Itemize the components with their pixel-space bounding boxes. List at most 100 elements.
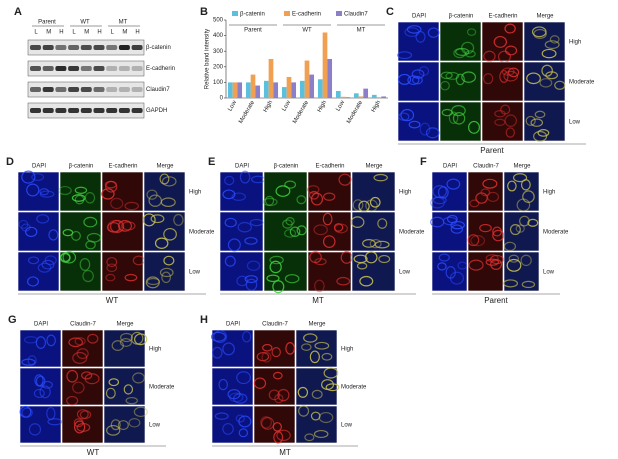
cell-stain	[515, 224, 525, 233]
x-tick-label: High	[371, 100, 382, 114]
cell-stain	[505, 127, 515, 138]
cell-stain	[469, 199, 480, 208]
cell-stain	[530, 118, 544, 127]
blot-group: Parent	[38, 20, 56, 26]
cell-stain	[62, 228, 74, 237]
cell-stain	[48, 229, 59, 241]
cell-stain	[214, 412, 229, 420]
cell-stain	[445, 71, 460, 80]
cell-stain	[461, 71, 477, 83]
cell-stain	[397, 73, 412, 85]
cell-stain	[18, 219, 29, 229]
cell-stain	[133, 333, 148, 346]
cell-stain	[378, 254, 391, 264]
row-label: Low	[149, 423, 161, 429]
cell-stain	[503, 279, 519, 288]
micrograph-cell	[397, 61, 440, 102]
blot-band	[30, 45, 41, 50]
cell-stain	[238, 415, 252, 428]
cell-stain	[310, 192, 324, 206]
cell-stain	[46, 334, 56, 347]
cell-stain	[47, 418, 63, 426]
cell-stain	[71, 194, 86, 202]
cell-stain	[534, 110, 546, 119]
cell-stain	[31, 173, 45, 182]
cell-stain	[373, 173, 388, 182]
cell-stain	[483, 50, 496, 62]
cell-stain	[322, 235, 336, 249]
micrograph-cell	[439, 21, 482, 62]
group-label: MT	[357, 28, 366, 34]
cell-stain	[296, 225, 307, 236]
legend-swatch	[232, 11, 238, 16]
panel-label: G	[8, 314, 17, 326]
cell-stain	[313, 429, 329, 439]
cell-stain	[236, 371, 251, 385]
group-label: Parent	[244, 28, 262, 34]
cell-stain	[79, 257, 91, 271]
cell-stain	[271, 347, 281, 358]
blot-band	[80, 108, 92, 113]
cell-stain	[117, 420, 129, 431]
column-header: Claudin-7	[70, 322, 96, 328]
blot-band	[131, 87, 143, 92]
cell-stain	[468, 259, 484, 271]
cell-stain	[253, 377, 267, 389]
cell-stain	[76, 348, 89, 360]
row-label: High	[189, 190, 201, 196]
micrograph-cell	[263, 211, 308, 252]
blot-band	[55, 87, 67, 92]
cell-stain	[468, 120, 480, 134]
cell-stain	[446, 214, 458, 224]
cell-stain	[108, 378, 120, 387]
legend-swatch	[284, 11, 290, 16]
row-label: Moderate	[189, 230, 215, 236]
cell-stain	[507, 67, 520, 78]
y-tick-label: 500	[213, 18, 224, 24]
micrograph-cell	[253, 329, 296, 368]
cell-stain	[369, 196, 381, 208]
blot-band	[30, 87, 41, 92]
bar	[263, 80, 269, 98]
cell-stain	[432, 184, 448, 199]
cell-stain	[526, 72, 541, 85]
cell-stain	[537, 129, 550, 137]
column-header: β-catenin	[69, 164, 94, 170]
cell-stain	[464, 50, 476, 58]
panel-label: H	[200, 314, 208, 326]
micrograph-cell	[503, 211, 540, 252]
cell-stain	[27, 276, 39, 287]
lane-label: L	[34, 30, 38, 36]
micrograph-cell	[17, 251, 60, 292]
bar	[255, 85, 261, 98]
blot-band	[131, 108, 143, 113]
cell-stain	[325, 383, 340, 392]
cell-stain	[494, 118, 506, 126]
cell-stain	[244, 275, 258, 284]
cell-stain	[27, 256, 40, 265]
legend-label: Claudin7	[344, 12, 368, 18]
cell-stain	[377, 218, 388, 229]
cell-stain	[101, 188, 115, 200]
cell-stain	[37, 262, 52, 273]
cell-stain	[62, 251, 77, 264]
cell-stain	[494, 110, 506, 118]
cell-stain	[322, 212, 333, 226]
cell-stain	[430, 216, 445, 228]
panel-label: C	[386, 6, 394, 18]
cell-stain	[110, 219, 125, 233]
cell-stain	[76, 409, 89, 420]
cell-stain	[163, 255, 175, 266]
caption: MT	[312, 296, 324, 305]
x-tick-label: High	[263, 100, 274, 114]
x-tick-label: Moderate	[238, 99, 256, 125]
cell-stain	[522, 190, 535, 204]
bar	[273, 82, 279, 98]
cell-stain	[237, 221, 252, 233]
cell-stain	[36, 214, 50, 224]
x-tick-label: Moderate	[292, 99, 310, 125]
cell-stain	[466, 28, 477, 36]
cell-stain	[310, 411, 321, 421]
cell-stain	[321, 352, 333, 361]
cell-stain	[308, 190, 319, 200]
